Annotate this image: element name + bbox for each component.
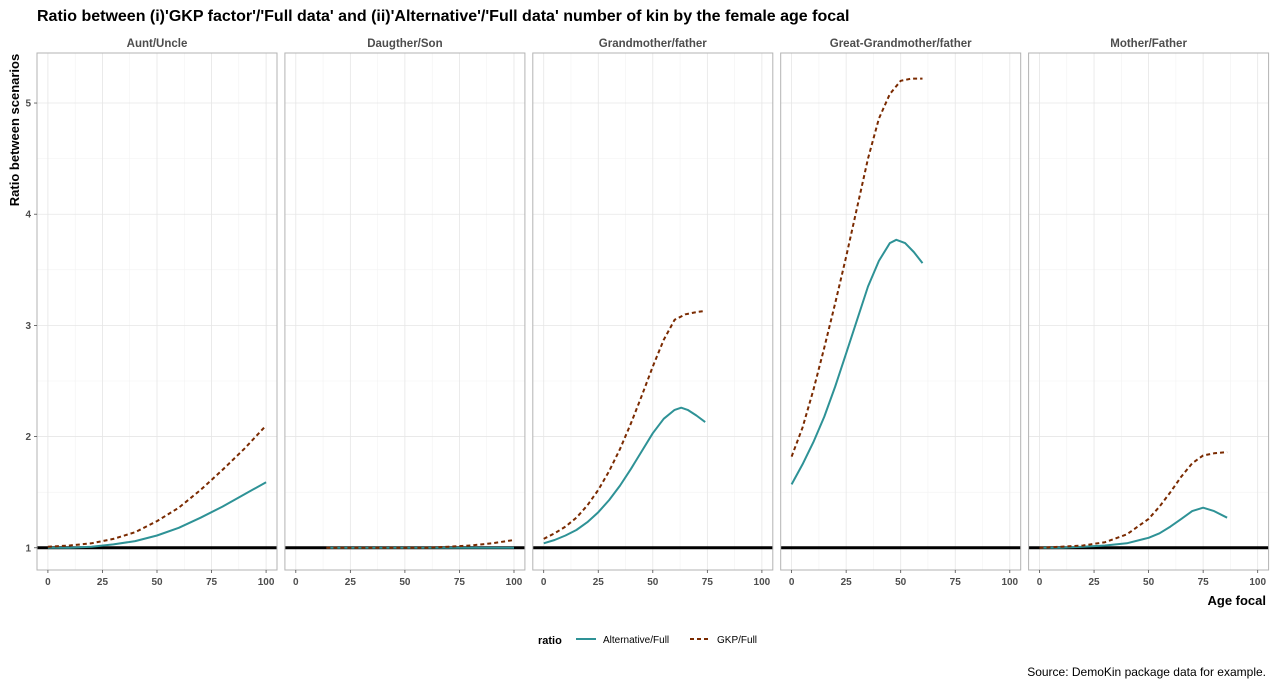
panel-grandmother-father: Grandmother/father 0 25 50 75 100 xyxy=(532,38,774,588)
series-line-gkp-full xyxy=(1039,451,1228,549)
x-tick-label: 75 xyxy=(1198,577,1210,588)
panel-daugther-son: Daugther/Son 0 25 50 75 100 xyxy=(284,38,526,588)
y-tick-label: 3 xyxy=(25,321,31,332)
legend-title: ratio xyxy=(538,635,562,647)
y-tick-label: 4 xyxy=(25,210,31,221)
y-tick-label: 2 xyxy=(25,432,31,443)
panel-strip-label: Great-Grandmother/father xyxy=(830,38,972,50)
series-line-gkp-full xyxy=(326,539,515,549)
panel-strip-label: Mother/Father xyxy=(1110,38,1187,50)
x-tick-label: 0 xyxy=(1037,577,1043,588)
x-tick-label: 25 xyxy=(1088,577,1100,588)
x-tick-label: 25 xyxy=(97,577,109,588)
x-tick-label: 0 xyxy=(45,577,51,588)
x-tick-label: 25 xyxy=(593,577,605,588)
series-line-gkp-full xyxy=(543,309,706,540)
x-tick-label: 100 xyxy=(258,577,275,588)
x-axis-title: Age focal xyxy=(1207,593,1266,608)
x-tick-label: 100 xyxy=(1001,577,1018,588)
chart-title: Ratio between (i)'GKP factor'/'Full data… xyxy=(37,8,850,25)
series-line-alternative-full xyxy=(790,238,924,485)
x-tick-label: 50 xyxy=(647,577,659,588)
y-axis-title: Ratio between scenarios xyxy=(7,54,22,206)
panel-strip-label: Grandmother/father xyxy=(599,38,708,50)
x-tick-label: 75 xyxy=(454,577,466,588)
legend-label-alternative: Alternative/Full xyxy=(603,635,669,646)
x-tick-label: 50 xyxy=(151,577,163,588)
chart-caption: Source: DemoKin package data for example… xyxy=(1027,665,1266,679)
series-line-gkp-full xyxy=(47,424,267,548)
x-tick-label: 50 xyxy=(399,577,411,588)
y-tick-label: 5 xyxy=(25,99,31,110)
panel-mother-father: Mother/Father 0 25 50 75 100 xyxy=(1028,38,1270,588)
panel-strip-label: Aunt/Uncle xyxy=(127,38,188,50)
x-tick-label: 25 xyxy=(345,577,357,588)
x-tick-label: 25 xyxy=(841,577,853,588)
x-tick-label: 0 xyxy=(789,577,795,588)
x-tick-label: 100 xyxy=(506,577,523,588)
x-tick-label: 50 xyxy=(1143,577,1155,588)
panel-strip-label: Daugther/Son xyxy=(367,38,442,50)
series-line-alternative-full xyxy=(543,406,706,545)
legend: ratio Alternative/Full GKP/Full xyxy=(538,635,757,647)
panel-aunt-uncle: Aunt/Uncle 0 25 50 75 100 1 2 3 4 5 xyxy=(25,38,278,588)
x-tick-label: 75 xyxy=(206,577,218,588)
series-line-gkp-full xyxy=(790,77,923,457)
x-tick-label: 75 xyxy=(702,577,714,588)
facet-panels: Aunt/Uncle 0 25 50 75 100 1 2 3 4 5 Daugther/Son 0 25… xyxy=(25,38,1270,588)
x-tick-label: 100 xyxy=(1249,577,1266,588)
legend-label-gkp: GKP/Full xyxy=(717,635,757,646)
panel-great-grandmother-father: Great-Grandmother/father 0 25 50 75 100 xyxy=(780,38,1022,588)
series-line-alternative-full xyxy=(47,481,267,549)
x-tick-label: 50 xyxy=(895,577,907,588)
series-line-alternative-full xyxy=(1039,506,1228,549)
x-tick-label: 0 xyxy=(541,577,547,588)
x-tick-label: 75 xyxy=(950,577,962,588)
x-tick-label: 100 xyxy=(754,577,771,588)
y-tick-label: 1 xyxy=(25,543,31,554)
x-tick-label: 0 xyxy=(293,577,299,588)
